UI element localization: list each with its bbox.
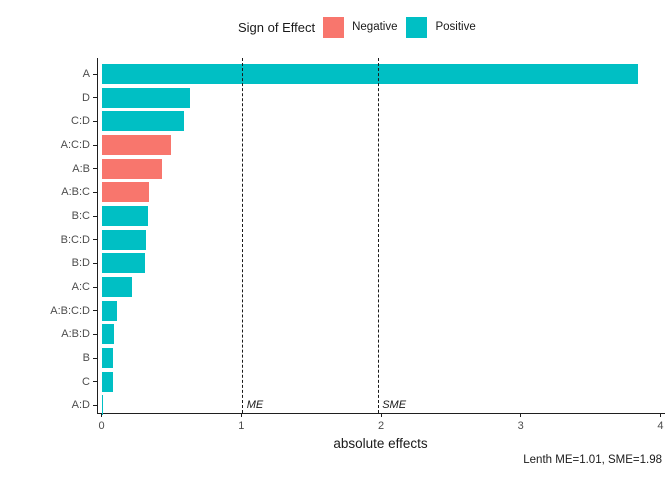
plot-panel: A D C:D A:C:D A:B A:B:C B:C B:C:D B:D A:C A:B:C:D A… xyxy=(50,58,665,432)
x-axis-tick xyxy=(659,413,661,417)
legend-label-positive: Positive xyxy=(435,21,476,33)
y-axis-label: A:B:C xyxy=(61,186,90,199)
y-axis-label: B:C xyxy=(71,210,90,223)
x-axis-tick-label: 0 xyxy=(98,420,105,432)
y-axis-label: C:D xyxy=(71,115,90,128)
bar xyxy=(101,182,150,203)
bar xyxy=(101,111,185,132)
y-axis-label: A:B:D xyxy=(61,328,90,341)
bar xyxy=(101,324,115,345)
bar xyxy=(101,348,113,369)
y-axis-label: B:C:D xyxy=(60,233,90,246)
y-axis-label: A:B xyxy=(72,162,90,175)
bar xyxy=(101,395,103,416)
y-axis-label: A:B:C:D xyxy=(50,304,90,317)
bar xyxy=(101,64,639,84)
x-axis-tick xyxy=(520,413,522,417)
y-axis-tick xyxy=(93,191,97,193)
y-axis-tick xyxy=(93,262,97,264)
bar xyxy=(101,87,190,108)
y-axis-tick xyxy=(93,333,97,335)
x-axis-tick-label: 3 xyxy=(517,420,524,432)
x-axis-tick-label: 1 xyxy=(238,420,245,432)
negative-swatch-icon xyxy=(323,16,345,38)
sme-reference-label: SME xyxy=(382,399,407,411)
y-axis-label: A:C:D xyxy=(60,139,90,151)
y-axis-tick xyxy=(93,404,97,406)
y-axis-label: C xyxy=(82,375,90,388)
x-axis-tick xyxy=(101,413,103,417)
sme-reference-line xyxy=(377,58,379,413)
legend-title: Sign of Effect xyxy=(238,19,316,35)
y-axis-tick xyxy=(93,215,97,217)
x-axis-title: absolute effects xyxy=(333,436,428,451)
x-axis-tick-label: 2 xyxy=(377,420,385,432)
y-axis-label: D xyxy=(82,91,90,104)
y-axis-label: A:D xyxy=(71,399,90,412)
x-axis-tick xyxy=(240,413,242,417)
y-axis-label: A xyxy=(82,68,90,80)
x-axis-tick xyxy=(380,413,382,417)
bar xyxy=(101,206,148,227)
bar xyxy=(101,158,162,179)
bar xyxy=(101,300,117,321)
me-reference-line xyxy=(242,58,244,413)
y-axis-tick xyxy=(93,73,97,75)
positive-swatch-icon xyxy=(406,16,428,38)
me-reference-label: ME xyxy=(246,399,264,411)
y-axis-tick xyxy=(93,97,97,99)
bar xyxy=(101,229,147,250)
legend-item-negative: Negative xyxy=(323,16,398,38)
lenth-caption: Lenth ME=1.01, SME=1.98 xyxy=(523,454,662,466)
y-axis-label: A:C xyxy=(71,281,90,294)
bar xyxy=(101,253,145,274)
bar xyxy=(101,135,172,155)
y-axis-tick xyxy=(93,144,97,146)
y-axis-label: B:D xyxy=(71,257,90,270)
y-axis-tick xyxy=(93,286,97,288)
legend-item-positive: Positive xyxy=(406,16,476,38)
bar xyxy=(101,277,133,298)
bar xyxy=(101,371,113,392)
y-axis-tick xyxy=(93,310,97,312)
y-axis-tick xyxy=(93,168,97,170)
y-axis-tick xyxy=(93,120,97,122)
y-axis-label: B xyxy=(82,352,90,365)
y-axis-tick xyxy=(93,239,97,241)
legend-label-negative: Negative xyxy=(352,21,398,33)
y-axis-tick xyxy=(93,357,97,359)
legend: Sign of Effect Negative Positive xyxy=(238,15,485,39)
y-axis-tick xyxy=(93,381,97,383)
x-axis-tick-label: 4 xyxy=(657,420,664,432)
